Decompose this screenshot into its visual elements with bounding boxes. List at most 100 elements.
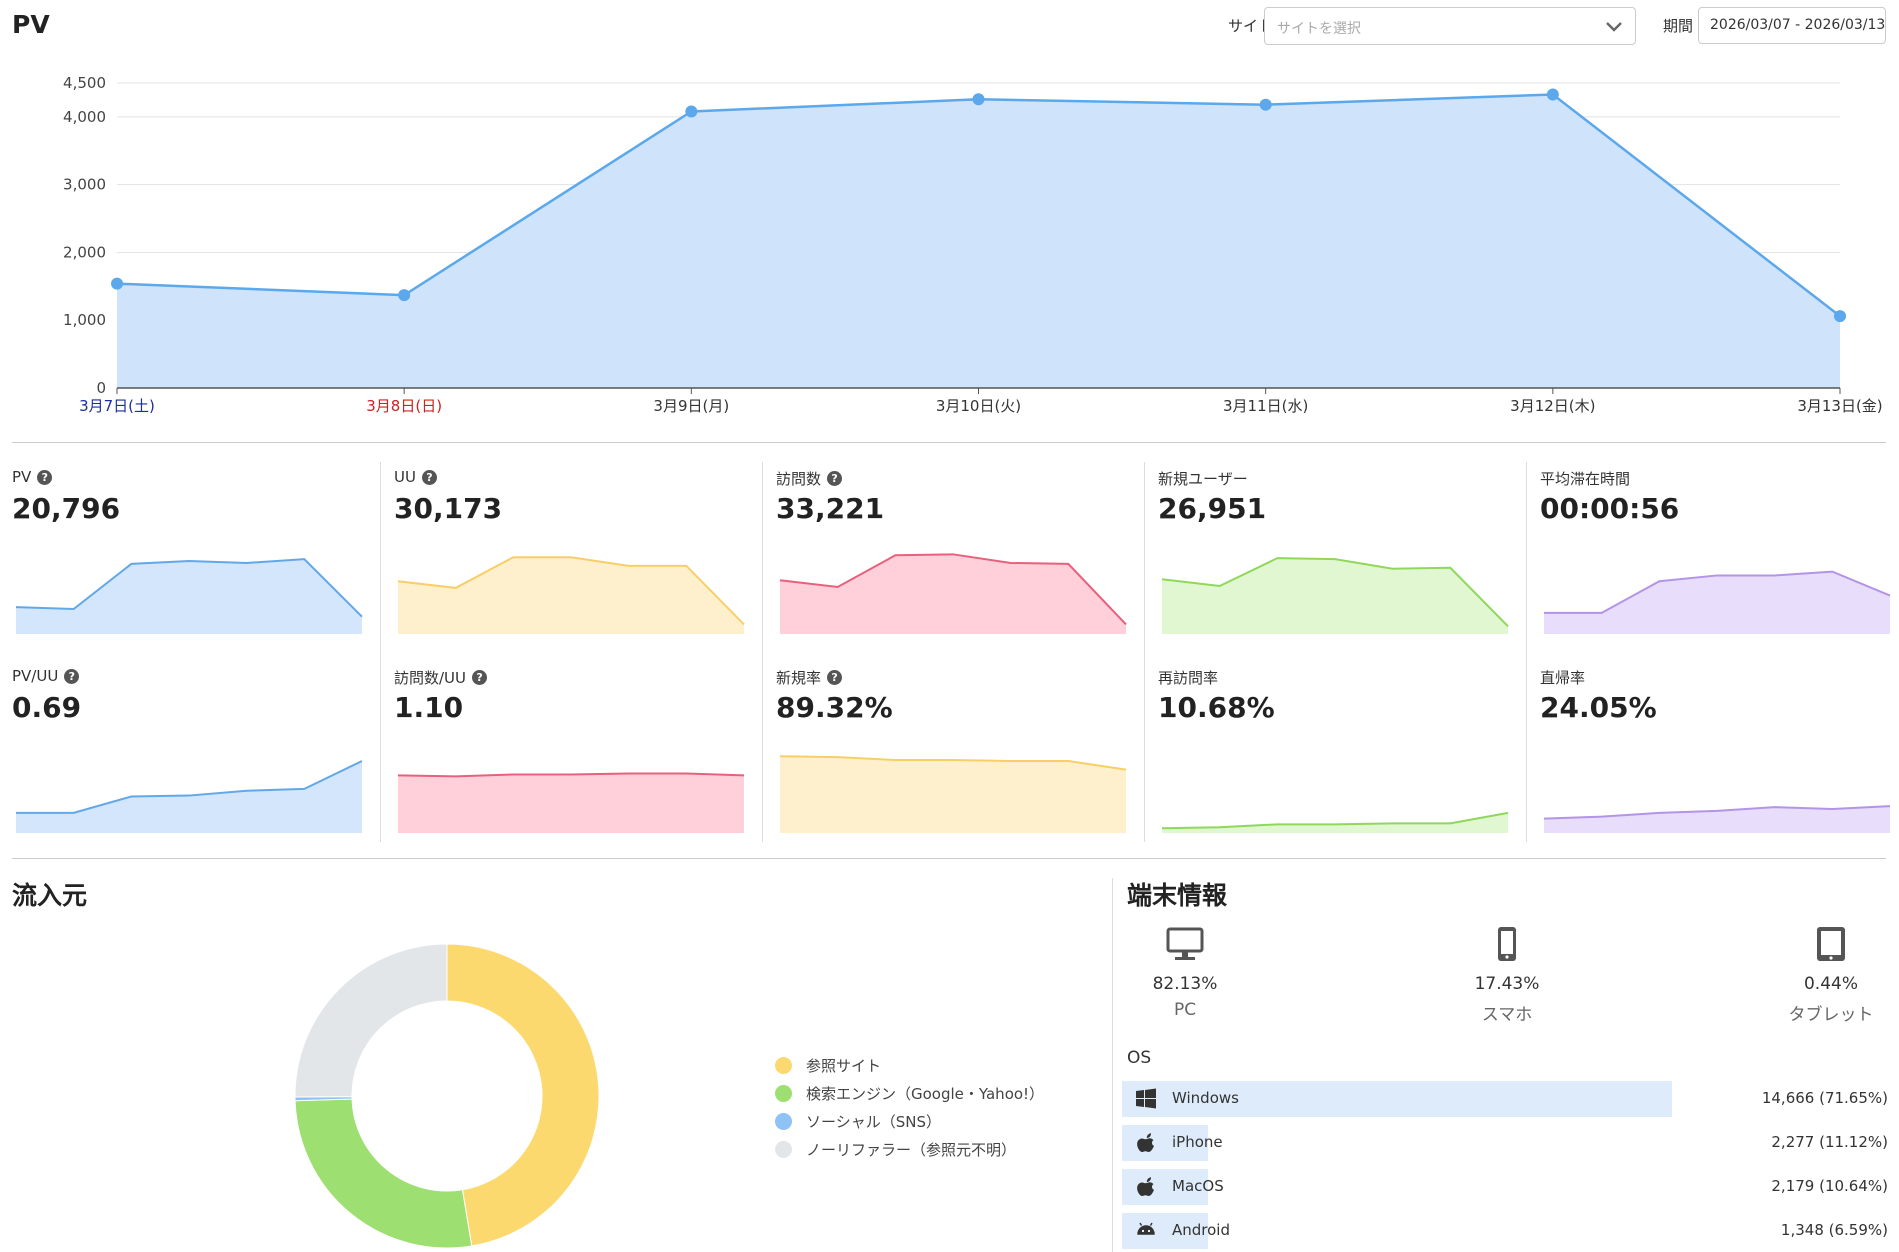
pv-point[interactable] [1834, 310, 1846, 323]
metric-card: 再訪問率 10.68% [1158, 663, 1530, 861]
device-name: タブレット [1788, 1005, 1874, 1025]
sparkline-line [779, 553, 1127, 626]
metric-card: 訪問数? 33,221 [776, 464, 1148, 662]
device-pct: 0.44% [1803, 974, 1858, 994]
y-tick-label: 4,500 [63, 74, 106, 92]
metric-label-text: PV/UU [12, 667, 59, 685]
help-icon[interactable]: ? [827, 670, 843, 685]
x-tick-label: 3月12日(木) [1510, 397, 1595, 415]
help-icon[interactable]: ? [37, 469, 53, 485]
sparkline-line [779, 755, 1127, 771]
chevron-down-icon [1606, 22, 1622, 32]
metric-value: 00:00:56 [1540, 492, 1680, 525]
x-tick-label: 3月8日(日) [366, 397, 442, 415]
device-tablet: 0.44% タブレット [1751, 926, 1899, 1025]
windows-icon [1136, 1088, 1156, 1109]
help-icon[interactable]: ? [472, 670, 488, 685]
x-tick-label: 3月13日(金) [1797, 397, 1882, 415]
divider [1112, 878, 1113, 1252]
os-row: MacOS 2,179 (10.64%) [1122, 1169, 1888, 1205]
android-icon [1137, 1222, 1155, 1235]
metric-label: PV/UU? [12, 667, 80, 685]
sparkline-line [397, 556, 745, 626]
sparkline-line [1543, 805, 1891, 820]
metric-sparkline [16, 760, 363, 833]
sparkline-line [1161, 557, 1509, 628]
os-value: 2,179 (10.64%) [1771, 1177, 1888, 1195]
smartphone-icon [1498, 927, 1516, 961]
os-name: MacOS [1172, 1177, 1224, 1195]
metric-label-text: 訪問数/UU [394, 669, 467, 687]
pv-point[interactable] [111, 277, 123, 290]
device-name: スマホ [1481, 1005, 1533, 1025]
legend-item[interactable]: 参照サイト [775, 1055, 881, 1076]
metric-sparkline [779, 755, 1127, 833]
metric-label-text: 直帰率 [1540, 669, 1586, 687]
os-value: 14,666 (71.65%) [1761, 1089, 1888, 1107]
x-tick-label: 3月10日(火) [936, 397, 1021, 415]
sparkline-area [1162, 558, 1508, 634]
metric-label: 平均滞在時間 [1540, 468, 1630, 489]
donut-slice[interactable] [446, 943, 600, 1247]
legend-item[interactable]: 検索エンジン（Google・Yahoo!） [775, 1083, 1044, 1104]
tablet-icon [1817, 927, 1845, 961]
metric-value: 10.68% [1158, 691, 1275, 724]
site-select-placeholder: サイトを選択 [1277, 21, 1361, 37]
x-tick-label: 3月7日(土) [79, 397, 155, 415]
os-title: OS [1127, 1048, 1152, 1068]
metric-card: 直帰率 24.05% [1540, 663, 1899, 861]
metric-sparkline [397, 772, 745, 833]
legend-item[interactable]: ノーリファラー（参照元不明） [775, 1139, 1016, 1160]
sparkline-area [1544, 806, 1890, 833]
legend-label: ソーシャル（SNS） [806, 1113, 941, 1131]
help-icon[interactable]: ? [421, 469, 437, 485]
metric-label-text: PV [12, 468, 32, 486]
sparkline-area [1162, 812, 1508, 833]
metric-sparkline [15, 558, 363, 634]
help-icon[interactable]: ? [64, 668, 80, 684]
pv-point[interactable] [972, 93, 985, 106]
legend-label: 検索エンジン（Google・Yahoo!） [806, 1085, 1045, 1103]
metric-card: 平均滞在時間 00:00:56 [1540, 464, 1899, 662]
site-label: サイト [1228, 17, 1274, 35]
device-pct: 82.13% [1152, 974, 1218, 994]
metric-value: 30,173 [394, 492, 503, 525]
sparkline-line [1544, 570, 1891, 614]
period-input[interactable]: 2026/03/07 - 2026/03/13 [1698, 7, 1886, 44]
sparkline-line [16, 760, 363, 814]
pv-point[interactable] [398, 289, 411, 302]
sparkline-line [397, 772, 745, 778]
donut-slice[interactable] [294, 1098, 473, 1249]
metric-label: 訪問数/UU? [394, 667, 488, 688]
metric-value: 33,221 [776, 492, 885, 525]
divider [1526, 462, 1527, 842]
sparkline-area [1544, 571, 1890, 634]
x-tick-label: 3月11日(水) [1223, 397, 1308, 415]
metric-sparkline [779, 553, 1127, 634]
sparkline-area [398, 557, 744, 634]
divider [1144, 462, 1145, 842]
y-tick-label: 1,000 [63, 311, 106, 329]
legend-item[interactable]: ソーシャル（SNS） [775, 1111, 941, 1132]
pv-point[interactable] [685, 105, 698, 118]
os-share-bar [1122, 1081, 1672, 1117]
metric-card: PV? 20,796 [12, 464, 384, 662]
pv-point[interactable] [1259, 98, 1272, 111]
site-select[interactable]: サイトを選択 [1264, 7, 1636, 45]
sparkline-line [1161, 811, 1509, 830]
metric-label: UU? [394, 468, 437, 486]
help-icon[interactable]: ? [827, 471, 843, 486]
sparkline-line [15, 558, 363, 618]
period-label: 期間 [1663, 17, 1694, 35]
pv-point[interactable] [1546, 88, 1559, 101]
divider [380, 462, 381, 842]
desktop-icon [1166, 927, 1204, 960]
device-pct: 17.43% [1474, 974, 1540, 994]
os-name: iPhone [1172, 1133, 1223, 1151]
metric-card: 新規率? 89.32% [776, 663, 1148, 861]
x-tick-label: 3月9日(月) [653, 397, 729, 415]
donut-slice[interactable] [294, 943, 448, 1098]
metric-label-text: UU [394, 468, 416, 486]
os-name: Windows [1172, 1089, 1239, 1107]
metric-label: 新規ユーザー [1158, 468, 1248, 489]
